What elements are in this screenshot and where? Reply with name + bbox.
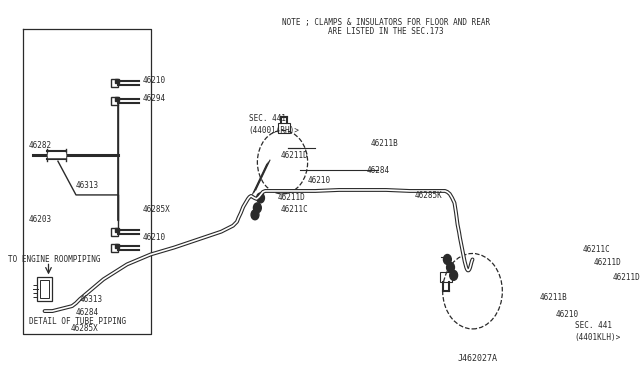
Text: SEC. 441: SEC. 441 (575, 321, 612, 330)
Text: 46294: 46294 (143, 94, 166, 103)
Bar (111, 228, 118, 235)
Text: 46210: 46210 (308, 176, 331, 185)
Text: 46210: 46210 (556, 310, 579, 318)
Bar (115, 79, 119, 83)
Circle shape (251, 210, 259, 220)
Text: 46285X: 46285X (143, 205, 170, 214)
Bar (115, 97, 119, 101)
Text: 46211D: 46211D (612, 273, 640, 282)
Text: NOTE ; CLAMPS & INSULATORS FOR FLOOR AND REAR: NOTE ; CLAMPS & INSULATORS FOR FLOOR AND… (282, 18, 490, 27)
Bar (440, 272, 452, 282)
Bar (278, 124, 291, 134)
Text: 46211D: 46211D (593, 258, 621, 267)
Bar (111, 79, 118, 87)
Circle shape (257, 193, 264, 203)
Text: DETAIL OF TUBE PIPING: DETAIL OF TUBE PIPING (29, 317, 126, 326)
Text: 46284: 46284 (76, 308, 99, 317)
Bar (40, 280, 49, 298)
Circle shape (447, 262, 454, 272)
Bar (115, 228, 119, 232)
Bar (115, 244, 119, 247)
Bar (36, 277, 52, 301)
Text: 46285X: 46285X (70, 324, 98, 333)
Text: 46211D: 46211D (278, 193, 305, 202)
Text: (4401KLH)>: (4401KLH)> (575, 333, 621, 342)
Bar (111, 97, 118, 105)
Text: 46210: 46210 (143, 233, 166, 242)
Text: 46211B: 46211B (540, 293, 567, 302)
Text: 46282: 46282 (29, 141, 52, 150)
Text: TO ENGINE ROOMPIPING: TO ENGINE ROOMPIPING (8, 255, 100, 264)
Text: ARE LISTED IN THE SEC.173: ARE LISTED IN THE SEC.173 (328, 27, 444, 36)
Text: 46211C: 46211C (582, 245, 610, 254)
Text: 46313: 46313 (80, 295, 103, 304)
Text: 46210: 46210 (143, 76, 166, 85)
Circle shape (450, 270, 458, 280)
Text: (44001(RH)>: (44001(RH)> (249, 126, 300, 135)
Text: 46285K: 46285K (414, 192, 442, 201)
Text: 46313: 46313 (76, 180, 99, 189)
Bar (111, 244, 118, 251)
Circle shape (444, 254, 451, 264)
Text: 46211B: 46211B (371, 139, 398, 148)
Text: J462027A: J462027A (458, 354, 498, 363)
Circle shape (253, 203, 261, 213)
Text: 46211D: 46211D (280, 151, 308, 160)
Text: SEC. 441: SEC. 441 (249, 114, 285, 123)
Text: 46203: 46203 (29, 215, 52, 224)
Text: 46284: 46284 (367, 166, 390, 174)
Text: 46211C: 46211C (281, 205, 308, 214)
